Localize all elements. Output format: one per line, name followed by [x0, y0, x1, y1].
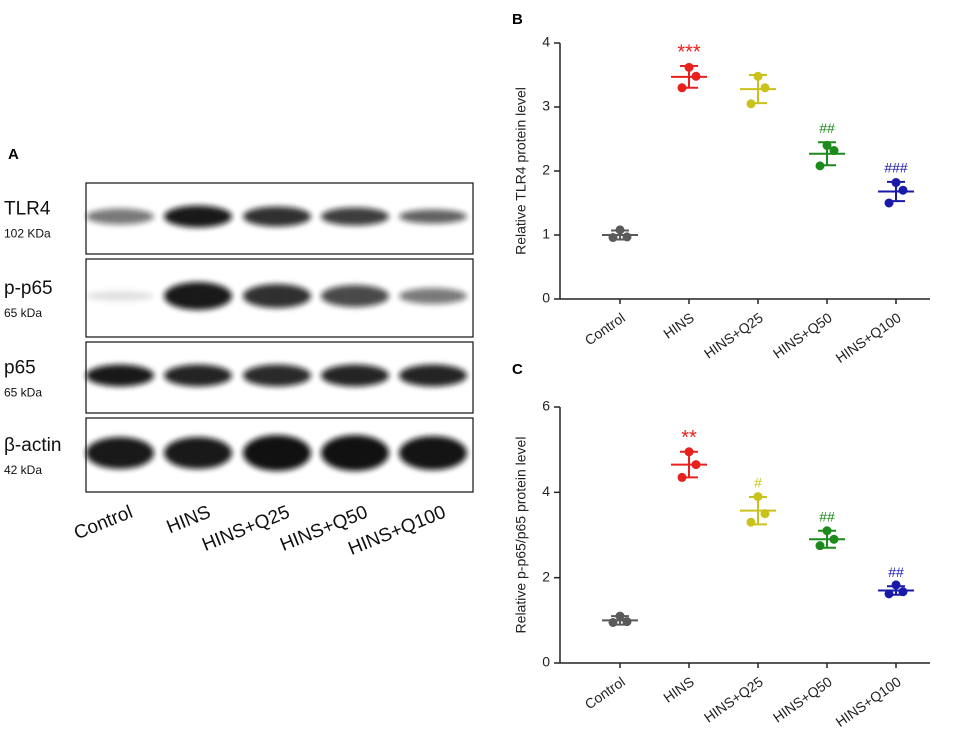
x-tick-label: HINS — [660, 673, 697, 705]
x-tick-label: HINS+Q100 — [833, 673, 905, 730]
significance: ### — [884, 160, 908, 176]
blot-band — [86, 364, 154, 387]
blot-band — [164, 282, 232, 310]
data-point — [760, 509, 770, 519]
blot-band — [399, 288, 467, 304]
data-point — [753, 71, 763, 81]
data-point — [608, 617, 618, 627]
x-tick-label: HINS+Q25 — [701, 673, 766, 725]
blot-band — [164, 205, 232, 228]
data-point — [760, 83, 770, 93]
data-point — [815, 161, 825, 171]
lane-label: HINS+Q25 — [199, 502, 293, 556]
protein-size: 65 kDa — [4, 306, 42, 320]
data-point — [691, 71, 701, 81]
data-point — [746, 517, 756, 527]
blot-band — [86, 208, 154, 225]
blot-band — [243, 364, 311, 387]
data-point — [891, 580, 901, 590]
protein-size: 65 kDa — [4, 386, 42, 400]
data-point — [684, 447, 694, 457]
blot-band — [321, 435, 389, 471]
x-tick-label: HINS+Q50 — [770, 309, 835, 361]
blot-band — [399, 364, 467, 387]
significance: ## — [819, 508, 835, 524]
y-tick-label: 2 — [542, 162, 550, 178]
blot-band — [243, 435, 311, 471]
x-tick-label: Control — [582, 309, 628, 348]
data-point — [898, 185, 908, 195]
protein-size: 42 kDa — [4, 463, 42, 477]
y-tick-label: 3 — [542, 98, 550, 114]
blot-band — [243, 284, 311, 308]
data-point — [684, 62, 694, 72]
data-point — [677, 472, 687, 482]
western-blot: TLR4 102 KDa p-p65 65 kDa p65 65 kDa β-actin 42… — [4, 182, 474, 493]
protein-size: 102 KDa — [4, 227, 51, 241]
y-tick-label: 1 — [542, 226, 550, 242]
data-point — [884, 198, 894, 208]
data-point — [608, 233, 618, 243]
panel-label: C — [512, 361, 523, 378]
data-point — [753, 492, 763, 502]
x-tick-label: HINS — [660, 309, 697, 341]
data-point — [691, 460, 701, 470]
significance: ## — [819, 120, 835, 136]
data-point — [815, 541, 825, 551]
protein-name: p65 — [4, 358, 36, 379]
x-tick-label: HINS+Q25 — [701, 309, 766, 361]
significance: # — [754, 475, 762, 491]
protein-name: p-p65 — [4, 278, 53, 299]
blot-band — [399, 436, 467, 470]
data-point — [615, 611, 625, 621]
protein-name: β-actin — [4, 435, 61, 456]
y-axis-label: Relative TLR4 protein level — [513, 87, 529, 255]
blot-band — [164, 364, 232, 387]
blot-band — [399, 209, 467, 224]
y-tick-label: 0 — [542, 290, 550, 306]
blot-band — [321, 207, 389, 226]
data-point — [822, 140, 832, 150]
data-point — [622, 232, 632, 242]
x-tick-label: Control — [582, 673, 628, 712]
significance: ** — [681, 427, 697, 449]
y-tick-label: 2 — [542, 568, 550, 584]
blot-band — [321, 364, 389, 387]
data-point — [615, 225, 625, 235]
data-point — [891, 178, 901, 188]
data-point — [822, 526, 832, 536]
data-point — [677, 83, 687, 93]
lane-label: Control — [71, 502, 136, 544]
data-point — [746, 99, 756, 109]
x-tick-label: HINS+Q100 — [833, 309, 905, 366]
y-axis-label: Relative p-p65/p65 protein level — [513, 437, 529, 634]
blot-band — [243, 206, 311, 227]
panel-label: B — [512, 11, 523, 28]
blot-band — [164, 437, 232, 469]
y-tick-label: 4 — [542, 34, 550, 50]
significance: *** — [677, 41, 701, 63]
y-tick-label: 4 — [542, 483, 550, 499]
blot-band — [86, 291, 154, 301]
data-point — [898, 587, 908, 597]
data-point — [829, 534, 839, 544]
data-point — [829, 146, 839, 156]
x-tick-label: HINS+Q50 — [770, 673, 835, 725]
data-point — [622, 617, 632, 627]
panel-label: A — [8, 146, 19, 163]
blot-band — [321, 285, 389, 307]
y-tick-label: 6 — [542, 398, 550, 414]
y-tick-label: 0 — [542, 654, 550, 670]
significance: ## — [888, 564, 904, 580]
protein-name: TLR4 — [4, 199, 51, 220]
data-point — [884, 589, 894, 599]
blot-band — [86, 437, 154, 469]
